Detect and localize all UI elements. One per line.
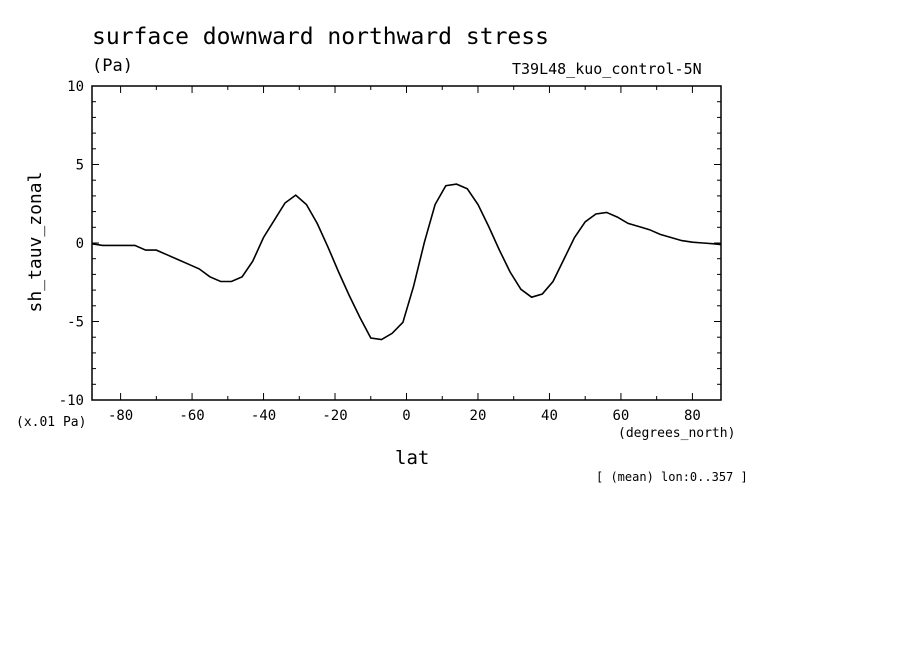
x-axis-label: lat xyxy=(395,447,430,469)
tick-labels: -80 -60 -40 -20 0 20 40 60 80 -10 -5 0 5 10 xyxy=(59,79,701,424)
scale-label: (x.01 Pa) xyxy=(16,415,87,430)
x-tick-label: 60 xyxy=(613,408,630,424)
tick-marks xyxy=(92,85,721,401)
x-tick-label: 20 xyxy=(470,408,487,424)
y-tick-label: 0 xyxy=(76,236,84,252)
x-tick-label: 40 xyxy=(541,408,558,424)
x-tick-label: -20 xyxy=(322,408,347,424)
y-tick-label: 10 xyxy=(67,79,84,95)
chart-title: surface downward northward stress xyxy=(92,24,549,50)
units-label: (Pa) xyxy=(92,56,133,76)
x-tick-label: -40 xyxy=(251,408,276,424)
x-tick-label: 80 xyxy=(684,408,701,424)
y-tick-label: -10 xyxy=(59,393,84,409)
x-tick-label: -80 xyxy=(108,408,133,424)
plot-frame xyxy=(91,85,722,401)
y-tick-label: -5 xyxy=(67,315,84,331)
y-tick-label: 5 xyxy=(76,158,84,174)
x-tick-label: 0 xyxy=(402,408,410,424)
series-line xyxy=(91,183,722,341)
x-units-label: (degrees_north) xyxy=(618,426,736,441)
x-tick-label: -60 xyxy=(179,408,204,424)
dataset-label: T39L48_kuo_control-5N xyxy=(512,60,702,78)
averaging-label: [ (mean) lon:0..357 ] xyxy=(596,470,748,484)
